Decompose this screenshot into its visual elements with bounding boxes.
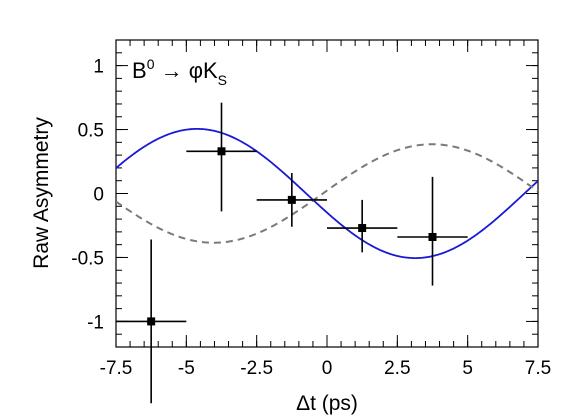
point-marker — [428, 232, 437, 241]
point-marker — [147, 317, 156, 326]
x-axis-label: Δt (ps) — [296, 392, 358, 415]
x-tick-label: -5 — [178, 358, 195, 379]
annotation-k: K — [203, 58, 218, 83]
y-tick-label: 0 — [93, 185, 104, 206]
x-tick-label: 5 — [462, 358, 473, 379]
data-point — [186, 102, 257, 212]
y-tick-label: -1 — [87, 312, 104, 333]
point-marker — [217, 147, 226, 156]
point-marker — [358, 224, 367, 233]
dashed-curve — [116, 143, 538, 244]
x-tick-label: -7.5 — [100, 358, 133, 379]
annotation-arrow: → — [154, 58, 188, 83]
x-tick-label: -2.5 — [240, 358, 273, 379]
annotation-base: B — [132, 58, 147, 83]
y-axis-label: Raw Asymmetry — [30, 117, 53, 269]
x-tick-label: 2.5 — [384, 358, 410, 379]
y-tick-label: -0.5 — [71, 248, 104, 269]
axis-ticks — [115, 39, 539, 348]
data-points — [116, 102, 468, 404]
x-tick-label: 0 — [322, 358, 333, 379]
y-tick-label: 1 — [93, 57, 104, 78]
data-point — [397, 176, 468, 286]
data-point — [327, 199, 398, 253]
x-tick-label: 7.5 — [525, 358, 551, 379]
curves — [116, 127, 538, 260]
plot-frame — [115, 39, 539, 348]
data-point — [256, 173, 327, 227]
data-point — [116, 239, 187, 404]
y-tick-label: 0.5 — [78, 121, 104, 142]
annotation-sup: 0 — [147, 56, 155, 72]
tick-labels: -7.5 -5 -2.5 0 2.5 5 7.5 -1 -0.5 0 0.5 1 — [71, 57, 551, 379]
annotation-sub: S — [218, 72, 227, 88]
fit-curve — [116, 127, 538, 260]
annotation-phi: φ — [189, 58, 203, 83]
decay-annotation: B0 → φKS — [132, 56, 227, 88]
point-marker — [287, 195, 296, 204]
